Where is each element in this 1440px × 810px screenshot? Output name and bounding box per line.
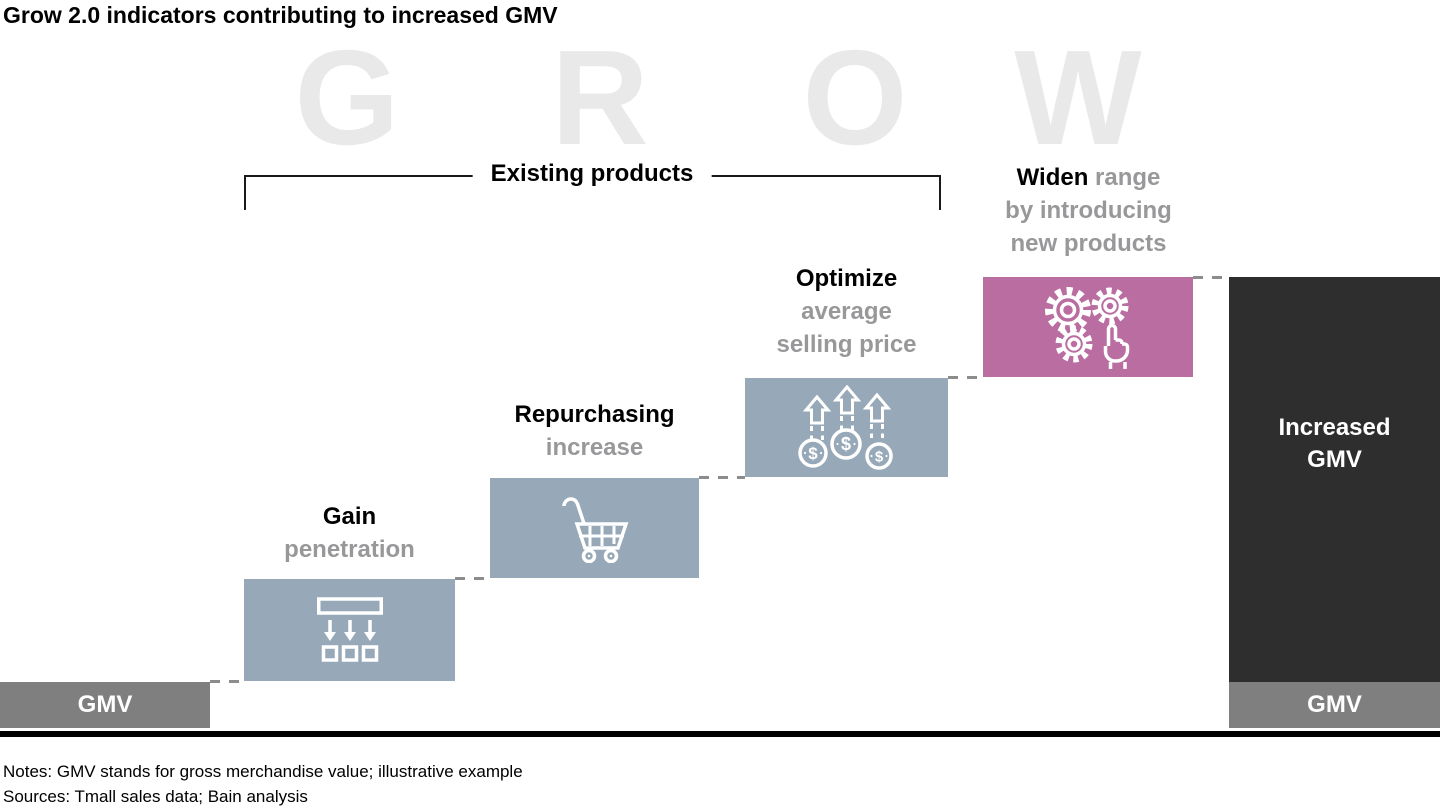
bracket-label: Existing products [472,160,712,188]
widen-title-suffix: range [1088,164,1161,191]
optimize-subtitle: average selling price [776,298,917,358]
shopping-cart-icon [560,493,630,563]
watermark-letter-r: R [551,22,649,173]
bracket-label-text: Existing products [472,160,712,188]
widen-label: Widen range by introducing new products [953,161,1224,260]
bracket-tick-left [244,175,246,210]
connector-repurchasing-optimize [699,476,745,479]
widen-subtitle: by introducing new products [1005,197,1172,257]
svg-text:$: $ [840,434,850,454]
gmv-bar-left-label: GMV [77,691,133,718]
distribution-arrows-icon [316,597,383,663]
gain-subtitle: penetration [284,536,415,563]
repurchasing-subtitle: increase [545,434,644,461]
optimize-step-box: $ $ $ [745,378,948,477]
widen-step-box [983,277,1193,377]
rising-prices-icon: $ $ $ [792,384,902,471]
baseline-rule [0,731,1440,737]
optimize-title: Optimize [795,265,898,292]
sources-line: Sources: Tmall sales data; Bain analysis [3,787,308,806]
page-title: Grow 2.0 indicators contributing to incr… [3,2,558,28]
gmv-bar-right-label: GMV [1307,691,1362,718]
connector-gain-repurchasing [455,577,490,580]
gain-title: Gain [322,503,377,530]
repurchasing-label: Repurchasing increase [459,398,730,464]
gears-hand-icon [1038,284,1138,370]
connector-gmv-gain [210,680,244,683]
gain-step-box [244,579,455,681]
connector-optimize-widen [948,376,983,379]
notes-line: Notes: GMV stands for gross merchandise … [3,762,523,781]
svg-text:$: $ [808,444,818,463]
connector-widen-increased [1193,276,1229,279]
gmv-bar-right: GMV [1229,682,1440,728]
optimize-label: Optimize average selling price [711,262,982,361]
gain-label: Gain penetration [214,500,485,566]
increased-gmv-box: Increased GMV [1229,277,1440,682]
gmv-bar-left: GMV [0,682,210,728]
footnotes: Notes: GMV stands for gross merchandise … [3,759,523,809]
watermark-letter-g: G [294,22,400,173]
watermark-letter-o: O [802,22,908,173]
repurchasing-step-box [490,478,699,578]
repurchasing-title: Repurchasing [514,401,675,428]
bracket-tick-right [939,175,941,210]
watermark-letter-w: W [1014,22,1142,173]
increased-gmv-label: Increased GMV [1278,413,1391,473]
widen-title: Widen [1016,164,1089,191]
svg-text:$: $ [874,448,883,465]
